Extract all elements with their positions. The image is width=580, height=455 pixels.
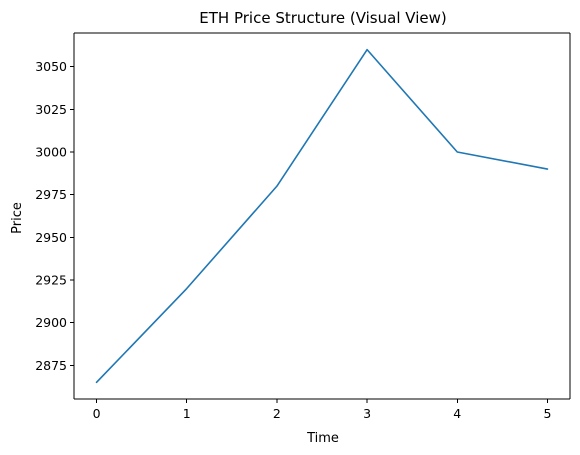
y-tick-label-2900: 2900 xyxy=(35,315,67,330)
y-tick-label-2925: 2925 xyxy=(35,272,67,287)
plot-area xyxy=(73,32,571,400)
chart-title: ETH Price Structure (Visual View) xyxy=(199,9,446,27)
series-line-0 xyxy=(95,48,549,384)
x-tick-label-3: 3 xyxy=(363,406,371,421)
y-tick-label-2950: 2950 xyxy=(35,230,67,245)
x-tick-label-5: 5 xyxy=(543,406,551,421)
x-axis-label: Time xyxy=(306,431,339,446)
y-axis: 2875 2900 2925 2950 2975 3000 3025 3050 xyxy=(35,59,74,373)
y-axis-label: Price xyxy=(10,202,25,234)
y-tick-label-3050: 3050 xyxy=(35,59,67,74)
x-tick-label-2: 2 xyxy=(273,406,281,421)
y-tick-label-3000: 3000 xyxy=(35,145,67,160)
y-tick-label-2875: 2875 xyxy=(35,358,67,373)
y-tick-label-3025: 3025 xyxy=(35,102,67,117)
x-axis: 0 1 2 3 4 5 xyxy=(93,399,551,421)
x-tick-label-4: 4 xyxy=(453,406,461,421)
x-tick-label-0: 0 xyxy=(93,406,101,421)
x-tick-label-1: 1 xyxy=(183,406,191,421)
y-tick-label-2975: 2975 xyxy=(35,187,67,202)
